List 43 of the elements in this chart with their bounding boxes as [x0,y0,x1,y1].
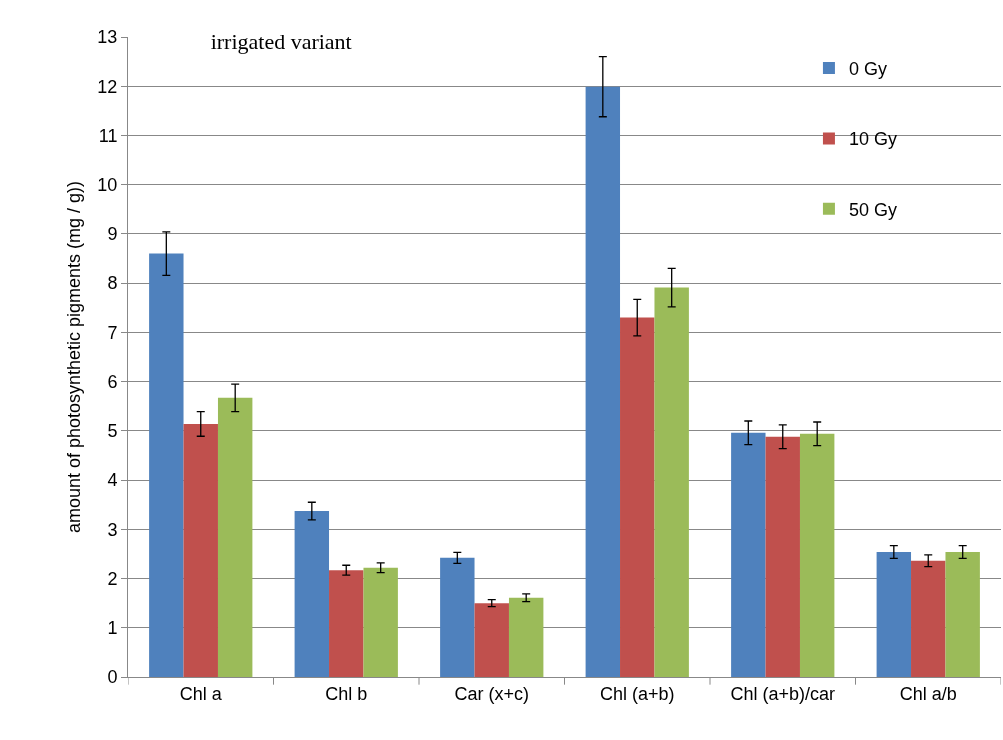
x-tick-label: Chl (a+b) [599,683,675,704]
x-tick-label: Chl (a+b)/car [730,683,836,704]
y-tick-label: 12 [97,76,118,97]
y-tick-label: 5 [107,421,118,442]
bar [765,436,800,677]
bar [440,557,475,677]
bar [876,551,912,677]
x-tick-label: Chl b [325,683,368,704]
bar [217,397,253,677]
legend-label: 50 Gy [848,199,897,220]
y-tick-label: 4 [107,470,118,491]
bar [508,597,544,677]
x-tick-label: Chl a/b [899,683,957,704]
x-tick-label: Car (x+c) [454,683,530,704]
bar [654,287,689,677]
bar [911,560,946,677]
y-tick-label: 10 [97,174,118,195]
y-axis-title: amount of photosynthetic pigments (mg / g)) [63,180,84,534]
bar [945,551,980,677]
bar [183,423,218,677]
bar [620,317,655,677]
bar [149,253,184,677]
y-tick-label: 6 [107,371,118,392]
bar [294,511,330,677]
y-tick-label: 2 [107,568,118,589]
chart-title: irrigated variant [210,28,352,54]
bar [799,433,835,677]
bar [731,432,766,677]
y-tick-label: 7 [107,322,118,343]
x-tick-label: Chl a [179,683,223,704]
y-tick-label: 8 [107,273,118,294]
y-tick-label: 3 [107,519,118,540]
bar [585,86,621,677]
bar [474,603,509,677]
legend-label: 0 Gy [848,59,887,80]
y-tick-label: 11 [98,125,118,146]
y-tick-label: 13 [97,27,118,48]
bar [329,570,364,677]
legend-label: 10 Gy [848,129,897,150]
y-tick-label: 1 [107,618,118,639]
bar [363,567,398,677]
y-tick-label: 9 [107,224,118,245]
y-tick-label: 0 [107,667,118,688]
